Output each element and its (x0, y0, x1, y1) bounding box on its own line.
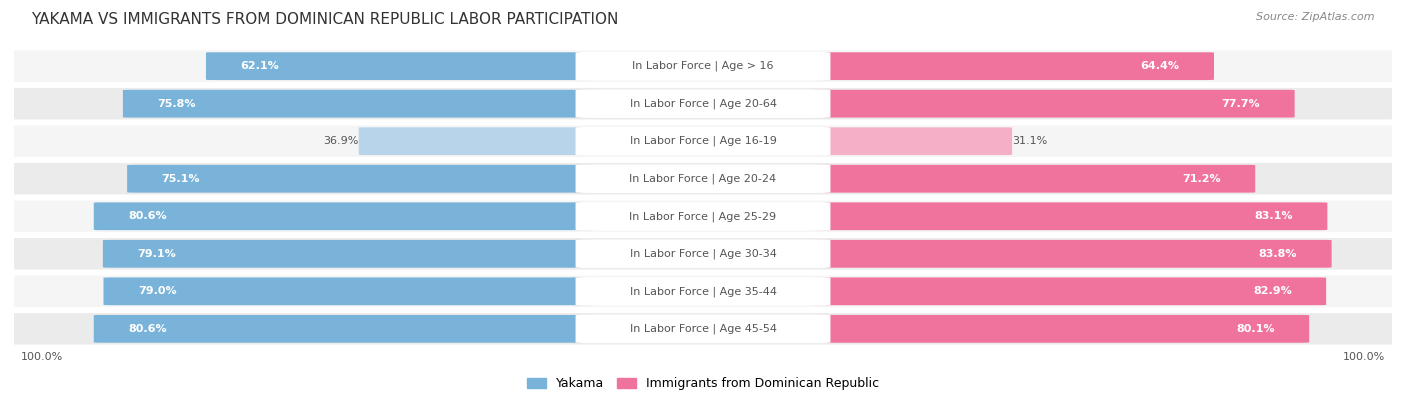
Text: 80.1%: 80.1% (1236, 324, 1275, 334)
Text: 36.9%: 36.9% (323, 136, 359, 146)
FancyBboxPatch shape (810, 277, 1326, 305)
Text: 75.8%: 75.8% (157, 99, 195, 109)
FancyBboxPatch shape (7, 201, 1399, 232)
Text: 83.8%: 83.8% (1258, 249, 1298, 259)
FancyBboxPatch shape (575, 314, 831, 343)
Text: 79.0%: 79.0% (138, 286, 177, 296)
FancyBboxPatch shape (810, 90, 1295, 118)
FancyBboxPatch shape (122, 90, 596, 118)
FancyBboxPatch shape (7, 276, 1399, 307)
Text: 71.2%: 71.2% (1182, 174, 1220, 184)
Text: In Labor Force | Age 35-44: In Labor Force | Age 35-44 (630, 286, 776, 297)
FancyBboxPatch shape (7, 313, 1399, 344)
FancyBboxPatch shape (575, 127, 831, 156)
Text: 83.1%: 83.1% (1254, 211, 1294, 221)
Text: 62.1%: 62.1% (240, 61, 280, 71)
FancyBboxPatch shape (810, 240, 1331, 268)
Text: 79.1%: 79.1% (138, 249, 176, 259)
FancyBboxPatch shape (810, 165, 1256, 193)
Text: 80.6%: 80.6% (128, 324, 167, 334)
Text: In Labor Force | Age 20-64: In Labor Force | Age 20-64 (630, 98, 776, 109)
FancyBboxPatch shape (810, 52, 1213, 80)
Text: 31.1%: 31.1% (1012, 136, 1047, 146)
FancyBboxPatch shape (7, 51, 1399, 82)
FancyBboxPatch shape (7, 163, 1399, 194)
Text: In Labor Force | Age 20-24: In Labor Force | Age 20-24 (630, 173, 776, 184)
FancyBboxPatch shape (575, 239, 831, 268)
FancyBboxPatch shape (810, 202, 1327, 230)
FancyBboxPatch shape (575, 202, 831, 231)
Text: 100.0%: 100.0% (21, 352, 63, 362)
FancyBboxPatch shape (575, 164, 831, 193)
FancyBboxPatch shape (94, 315, 596, 343)
Text: Source: ZipAtlas.com: Source: ZipAtlas.com (1257, 12, 1375, 22)
Text: 77.7%: 77.7% (1222, 99, 1260, 109)
FancyBboxPatch shape (104, 277, 596, 305)
FancyBboxPatch shape (810, 127, 1012, 155)
Text: 100.0%: 100.0% (1343, 352, 1385, 362)
FancyBboxPatch shape (7, 126, 1399, 157)
FancyBboxPatch shape (575, 89, 831, 118)
Text: 75.1%: 75.1% (162, 174, 200, 184)
FancyBboxPatch shape (7, 238, 1399, 269)
FancyBboxPatch shape (205, 52, 596, 80)
FancyBboxPatch shape (94, 202, 596, 230)
Text: YAKAMA VS IMMIGRANTS FROM DOMINICAN REPUBLIC LABOR PARTICIPATION: YAKAMA VS IMMIGRANTS FROM DOMINICAN REPU… (31, 12, 619, 27)
FancyBboxPatch shape (575, 277, 831, 306)
FancyBboxPatch shape (103, 240, 596, 268)
FancyBboxPatch shape (7, 88, 1399, 119)
Text: 82.9%: 82.9% (1253, 286, 1292, 296)
Text: In Labor Force | Age 30-34: In Labor Force | Age 30-34 (630, 248, 776, 259)
Text: In Labor Force | Age 25-29: In Labor Force | Age 25-29 (630, 211, 776, 222)
FancyBboxPatch shape (127, 165, 596, 193)
Legend: Yakama, Immigrants from Dominican Republic: Yakama, Immigrants from Dominican Republ… (522, 372, 884, 395)
Text: 80.6%: 80.6% (128, 211, 167, 221)
Text: 64.4%: 64.4% (1140, 61, 1180, 71)
FancyBboxPatch shape (810, 315, 1309, 343)
FancyBboxPatch shape (359, 127, 596, 155)
Text: In Labor Force | Age 45-54: In Labor Force | Age 45-54 (630, 324, 776, 334)
Text: In Labor Force | Age 16-19: In Labor Force | Age 16-19 (630, 136, 776, 147)
FancyBboxPatch shape (575, 52, 831, 81)
Text: In Labor Force | Age > 16: In Labor Force | Age > 16 (633, 61, 773, 71)
